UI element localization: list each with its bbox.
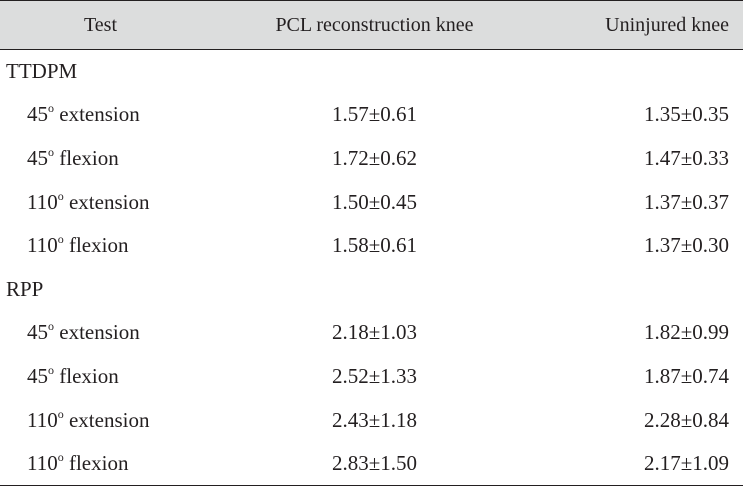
table-row: 110o flexion 1.58±0.61 1.37±0.30 bbox=[0, 224, 743, 268]
row-label: 45o extension bbox=[0, 311, 201, 355]
motion: extension bbox=[59, 320, 140, 345]
degree-mark: o bbox=[57, 232, 64, 247]
motion: flexion bbox=[59, 145, 119, 170]
angle: 110 bbox=[27, 189, 58, 214]
row-label: 110o extension bbox=[0, 180, 201, 224]
angle: 110 bbox=[27, 450, 58, 475]
pcl-value: 1.50±0.45 bbox=[331, 189, 418, 214]
motion: extension bbox=[68, 189, 150, 214]
angle: 110 bbox=[27, 407, 58, 432]
table-body: TTDPM 45o extension 1.57±0.61 1.35±0.35 … bbox=[0, 50, 743, 486]
angle: 45 bbox=[27, 363, 48, 388]
motion: flexion bbox=[68, 233, 129, 258]
pcl-value: 2.43±1.18 bbox=[331, 407, 418, 432]
pcl-value: 2.18±1.03 bbox=[331, 320, 418, 345]
uninjured-value: 1.47±0.33 bbox=[643, 145, 729, 170]
uninjured-value: 1.37±0.30 bbox=[643, 233, 729, 258]
motion: extension bbox=[68, 407, 150, 432]
degree-mark: o bbox=[48, 319, 54, 334]
degree-mark: o bbox=[57, 449, 64, 464]
degree-mark: o bbox=[57, 406, 64, 421]
motion: extension bbox=[59, 102, 140, 127]
uninjured-value: 2.28±0.84 bbox=[643, 407, 729, 432]
row-label: 110o flexion bbox=[0, 442, 201, 486]
motion: flexion bbox=[68, 450, 129, 475]
table-row: 45o extension 1.57±0.61 1.35±0.35 bbox=[0, 93, 743, 137]
header-row: Test PCL reconstruction knee Uninjured k… bbox=[0, 0, 743, 50]
table-row: 110o extension 1.50±0.45 1.37±0.37 bbox=[0, 180, 743, 224]
table-header: Test PCL reconstruction knee Uninjured k… bbox=[0, 0, 743, 50]
motion: flexion bbox=[59, 363, 119, 388]
row-label: 110o extension bbox=[0, 398, 201, 442]
row-label: 45o flexion bbox=[0, 137, 201, 181]
header-uninjured-knee: Uninjured knee bbox=[605, 13, 729, 36]
uninjured-value: 1.35±0.35 bbox=[643, 102, 729, 127]
degree-mark: o bbox=[48, 362, 54, 377]
uninjured-value: 1.37±0.37 bbox=[643, 189, 729, 214]
uninjured-value: 1.82±0.99 bbox=[643, 320, 729, 345]
header-pcl-reconstruction-knee: PCL reconstruction knee bbox=[275, 13, 474, 36]
pcl-value: 2.52±1.33 bbox=[331, 363, 418, 388]
section-label: RPP bbox=[6, 276, 44, 301]
header-test: Test bbox=[83, 13, 118, 36]
table-row: 45o flexion 2.52±1.33 1.87±0.74 bbox=[0, 355, 743, 399]
table-row: 110o flexion 2.83±1.50 2.17±1.09 bbox=[0, 442, 743, 486]
pcl-value: 2.83±1.50 bbox=[331, 450, 418, 475]
section-label: TTDPM bbox=[6, 59, 78, 84]
degree-mark: o bbox=[57, 188, 64, 203]
angle: 45 bbox=[27, 145, 48, 170]
uninjured-value: 1.87±0.74 bbox=[643, 363, 729, 388]
row-label: 110o flexion bbox=[0, 224, 201, 268]
angle: 45 bbox=[27, 320, 48, 345]
table-row: 110o extension 2.43±1.18 2.28±0.84 bbox=[0, 398, 743, 442]
degree-mark: o bbox=[48, 101, 54, 116]
angle: 45 bbox=[27, 102, 48, 127]
row-label: 45o extension bbox=[0, 93, 201, 137]
uninjured-value: 2.17±1.09 bbox=[643, 450, 729, 475]
angle: 110 bbox=[27, 233, 58, 258]
row-label: 45o flexion bbox=[0, 355, 201, 399]
table-row: 45o flexion 1.72±0.62 1.47±0.33 bbox=[0, 137, 743, 181]
table-row: 45o extension 2.18±1.03 1.82±0.99 bbox=[0, 311, 743, 355]
pcl-value: 1.72±0.62 bbox=[331, 145, 418, 170]
pcl-value: 1.57±0.61 bbox=[331, 102, 418, 127]
section-row-ttdpm: TTDPM bbox=[0, 50, 743, 94]
degree-mark: o bbox=[48, 144, 54, 159]
pcl-value: 1.58±0.61 bbox=[331, 233, 418, 258]
section-row-rpp: RPP bbox=[0, 267, 743, 311]
